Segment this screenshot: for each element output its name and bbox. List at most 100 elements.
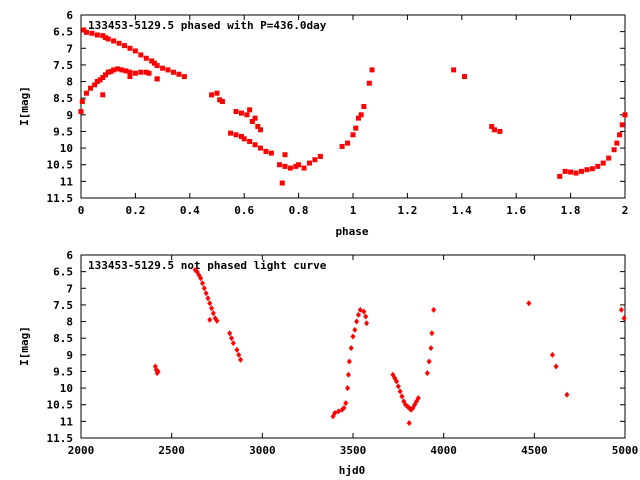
unphased-data-point xyxy=(395,383,401,390)
phased-y-tick-label: 6 xyxy=(66,9,73,22)
phased-data-point xyxy=(619,122,625,128)
phased-data-point xyxy=(123,68,129,74)
phased-data-point xyxy=(154,63,160,69)
phased-data-point xyxy=(282,163,288,169)
phased-data-point xyxy=(622,112,628,118)
unphased-x-tick-label: 2000 xyxy=(68,444,95,457)
unphased-data-point xyxy=(621,315,627,322)
phased-data-point xyxy=(301,165,307,171)
phased-data-point xyxy=(611,147,617,153)
phased-y-tick-label: 8 xyxy=(66,76,73,89)
unphased-data-point xyxy=(424,370,430,377)
phased-data-point xyxy=(350,132,356,138)
phased-data-point xyxy=(170,69,176,75)
unphased-data-point xyxy=(361,308,367,315)
unphased-x-tick-label: 4000 xyxy=(430,444,457,457)
phased-data-point xyxy=(138,52,144,58)
phased-y-tick-label: 11 xyxy=(60,175,74,188)
unphased-data-point xyxy=(155,368,161,375)
unphased-data-point xyxy=(335,408,341,415)
unphased-data-point xyxy=(227,330,233,337)
phased-data-point xyxy=(258,127,264,133)
phased-data-point xyxy=(116,40,122,46)
phased-data-point xyxy=(247,107,253,113)
phased-data-point xyxy=(115,66,121,72)
phased-data-point xyxy=(217,97,223,103)
phased-data-point xyxy=(233,108,239,114)
unphased-data-point xyxy=(352,326,358,333)
phased-data-point xyxy=(219,99,225,105)
unphased-y-tick-label: 7.5 xyxy=(53,299,73,312)
phased-y-tick-label: 6.5 xyxy=(53,26,73,39)
unphased-data-point xyxy=(394,378,400,385)
phased-data-point xyxy=(209,92,215,98)
phased-data-point xyxy=(89,30,95,36)
phased-data-point xyxy=(97,77,103,83)
phased-data-point xyxy=(108,69,114,75)
phased-data-point xyxy=(568,169,574,175)
unphased-data-point xyxy=(214,317,220,324)
phased-data-point xyxy=(100,92,106,98)
phased-data-point xyxy=(282,152,288,158)
phased-data-point xyxy=(255,123,261,129)
phased-panel: 133453-5129.5 phased with P=436.0day pha… xyxy=(18,9,628,238)
phased-data-point xyxy=(79,99,85,105)
phased-data-point xyxy=(151,60,157,66)
unphased-data-point xyxy=(553,363,559,370)
phased-x-tick-label: 2 xyxy=(622,204,629,217)
unphased-data-point xyxy=(345,371,351,378)
phased-data-point xyxy=(584,167,590,173)
phased-data-point xyxy=(81,27,87,33)
phased-data-point xyxy=(268,150,274,156)
phased-x-tick-label: 1.4 xyxy=(452,204,472,217)
unphased-data-point xyxy=(399,393,405,400)
phased-data-point xyxy=(127,69,133,75)
phased-x-tick-label: 1.8 xyxy=(561,204,581,217)
unphased-data-point xyxy=(415,395,421,402)
unphased-data-point xyxy=(203,290,209,297)
unphased-data-point xyxy=(429,330,435,337)
unphased-data-point xyxy=(198,275,204,282)
phased-x-tick-label: 0.6 xyxy=(234,204,254,217)
phased-data-point xyxy=(258,145,264,151)
phased-data-point xyxy=(244,112,250,118)
phased-data-point xyxy=(497,128,503,134)
phased-data-point xyxy=(317,153,323,159)
phased-data-point xyxy=(489,123,495,129)
phased-data-point xyxy=(462,74,468,80)
phased-data-point xyxy=(105,36,111,42)
phased-data-point xyxy=(252,142,258,148)
phased-x-tick-label: 0.4 xyxy=(180,204,200,217)
phased-data-point xyxy=(138,69,144,75)
phased-data-point xyxy=(214,90,220,96)
phased-data-point xyxy=(606,155,612,161)
phased-x-tick-label: 0 xyxy=(78,204,85,217)
unphased-data-point xyxy=(341,405,347,412)
phased-data-point xyxy=(238,110,244,116)
unphased-data-point xyxy=(209,305,215,312)
unphased-y-tick-label: 7 xyxy=(66,282,73,295)
phased-data-point xyxy=(361,104,367,109)
phased-data-point xyxy=(263,148,269,154)
phased-data-point xyxy=(143,55,149,61)
phased-data-point xyxy=(122,43,128,49)
phased-data-point xyxy=(132,70,138,76)
unphased-data-point xyxy=(236,351,242,358)
phased-data-point xyxy=(279,180,285,186)
phased-data-point xyxy=(165,67,171,73)
phased-data-point xyxy=(355,115,361,121)
unphased-x-tick-label: 2500 xyxy=(158,444,185,457)
phased-data-point xyxy=(353,125,359,131)
phased-x-tick-label: 0.2 xyxy=(125,204,145,217)
phased-data-point xyxy=(94,79,100,85)
phased-data-point xyxy=(88,85,94,91)
unphased-y-tick-label: 8 xyxy=(66,316,73,329)
phased-data-point xyxy=(306,160,312,166)
phased-y-tick-label: 10.5 xyxy=(47,159,74,172)
unphased-data-point xyxy=(234,346,240,353)
unphased-data-point xyxy=(346,358,352,365)
unphased-y-tick-label: 6 xyxy=(66,249,73,262)
phased-y-tick-label: 10 xyxy=(60,142,73,155)
unphased-y-tick-label: 10.5 xyxy=(47,399,74,412)
